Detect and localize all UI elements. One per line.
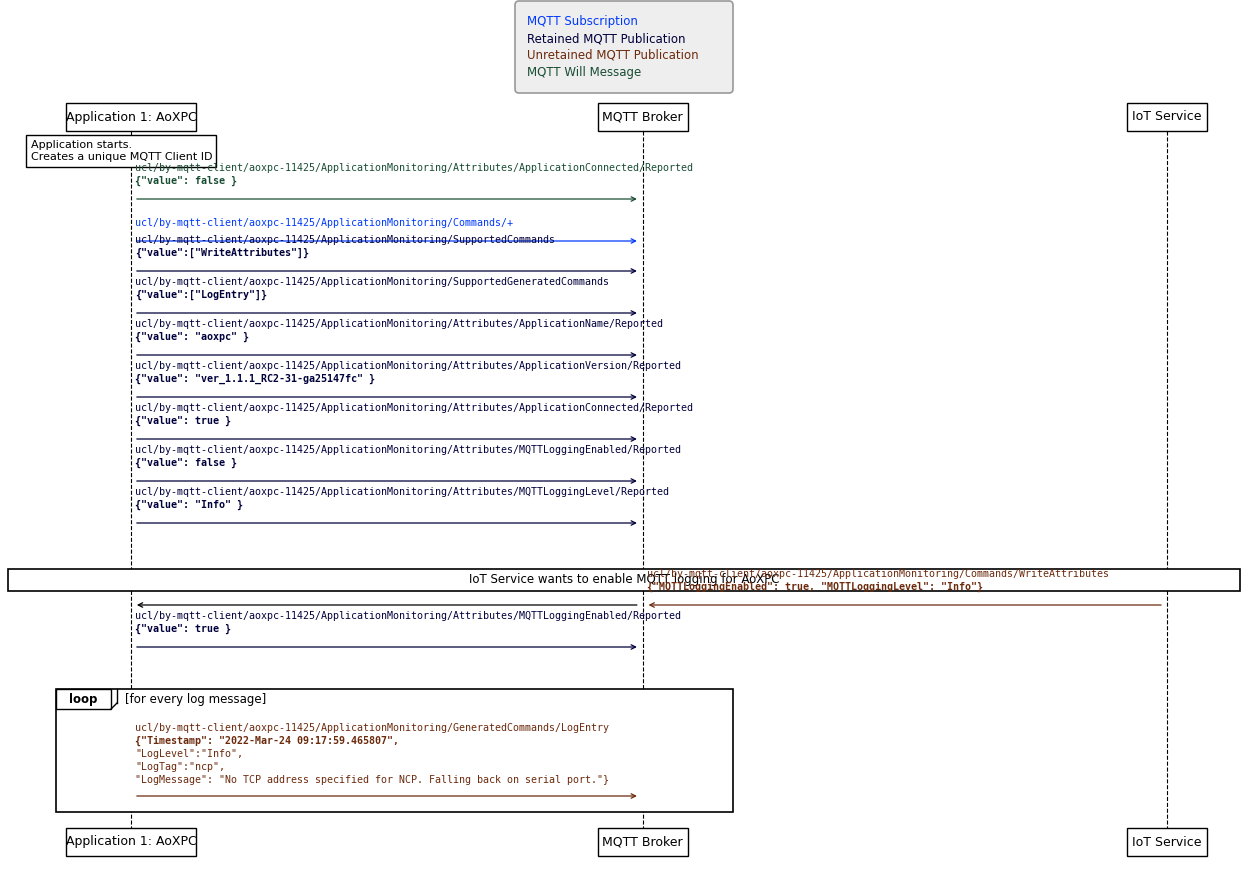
Text: "LogLevel":"Info",: "LogLevel":"Info",: [135, 749, 243, 759]
Text: {"value": false }: {"value": false }: [135, 458, 237, 468]
Text: {"value":["WriteAttributes"]}: {"value":["WriteAttributes"]}: [135, 248, 310, 258]
Text: ucl/by-mqtt-client/aoxpc-11425/ApplicationMonitoring/Attributes/MQTTLoggingEnabl: ucl/by-mqtt-client/aoxpc-11425/Applicati…: [135, 611, 681, 621]
Text: ucl/by-mqtt-client/aoxpc-11425/ApplicationMonitoring/Attributes/MQTTLoggingEnabl: ucl/by-mqtt-client/aoxpc-11425/Applicati…: [135, 445, 681, 455]
Text: {"value": "ver_1.1.1_RC2-31-ga25147fc" }: {"value": "ver_1.1.1_RC2-31-ga25147fc" }: [135, 374, 376, 384]
Text: ucl/by-mqtt-client/aoxpc-11425/ApplicationMonitoring/Commands/+: ucl/by-mqtt-client/aoxpc-11425/Applicati…: [135, 218, 513, 228]
Text: IoT Service: IoT Service: [1132, 835, 1202, 848]
Text: loop: loop: [70, 692, 97, 706]
Text: "LogTag":"ncp",: "LogTag":"ncp",: [135, 762, 225, 772]
Bar: [7, 569, 1241, 591]
Text: "LogMessage": "No TCP address specified for NCP. Falling back on serial port."}: "LogMessage": "No TCP address specified …: [135, 775, 609, 785]
Text: {"value":["LogEntry"]}: {"value":["LogEntry"]}: [135, 290, 267, 300]
Text: IoT Service wants to enable MQTT logging for AoXPC: IoT Service wants to enable MQTT logging…: [469, 573, 779, 587]
Text: ucl/by-mqtt-client/aoxpc-11425/ApplicationMonitoring/Attributes/MQTTLoggingLevel: ucl/by-mqtt-client/aoxpc-11425/Applicati…: [135, 487, 669, 497]
Text: {"value": false }: {"value": false }: [135, 176, 237, 186]
Text: MQTT Will Message: MQTT Will Message: [527, 66, 641, 79]
Bar: [1127, 103, 1207, 131]
Text: {"value": "aoxpc" }: {"value": "aoxpc" }: [135, 332, 250, 342]
Text: Retained MQTT Publication: Retained MQTT Publication: [527, 32, 685, 45]
Text: Application 1: AoXPC: Application 1: AoXPC: [66, 835, 196, 848]
Text: ucl/by-mqtt-client/aoxpc-11425/ApplicationMonitoring/Attributes/ApplicationConne: ucl/by-mqtt-client/aoxpc-11425/Applicati…: [135, 163, 693, 173]
Text: ucl/by-mqtt-client/aoxpc-11425/ApplicationMonitoring/Attributes/ApplicationVersi: ucl/by-mqtt-client/aoxpc-11425/Applicati…: [135, 361, 681, 371]
FancyBboxPatch shape: [515, 1, 733, 93]
Bar: [598, 828, 688, 856]
Bar: [66, 103, 196, 131]
Text: MQTT Broker: MQTT Broker: [603, 110, 683, 123]
Text: IoT Service: IoT Service: [1132, 110, 1202, 123]
Bar: [66, 828, 196, 856]
Text: Unretained MQTT Publication: Unretained MQTT Publication: [527, 49, 699, 62]
Bar: [56, 689, 111, 709]
Text: {"MQTTLoggingEnabled": true, "MQTTLoggingLevel": "Info"}: {"MQTTLoggingEnabled": true, "MQTTLoggin…: [646, 582, 982, 592]
Text: ucl/by-mqtt-client/aoxpc-11425/ApplicationMonitoring/SupportedCommands: ucl/by-mqtt-client/aoxpc-11425/Applicati…: [135, 235, 555, 245]
Bar: [598, 103, 688, 131]
Text: ucl/by-mqtt-client/aoxpc-11425/ApplicationMonitoring/SupportedGeneratedCommands: ucl/by-mqtt-client/aoxpc-11425/Applicati…: [135, 277, 609, 287]
Bar: [56, 689, 733, 812]
Text: Application 1: AoXPC: Application 1: AoXPC: [66, 110, 196, 123]
Bar: [26, 135, 216, 167]
Text: {"Timestamp": "2022-Mar-24 09:17:59.465807",: {"Timestamp": "2022-Mar-24 09:17:59.4658…: [135, 736, 399, 746]
Text: ucl/by-mqtt-client/aoxpc-11425/ApplicationMonitoring/GeneratedCommands/LogEntry: ucl/by-mqtt-client/aoxpc-11425/Applicati…: [135, 723, 609, 733]
Text: MQTT Subscription: MQTT Subscription: [527, 15, 638, 28]
Text: {"value": true }: {"value": true }: [135, 624, 231, 634]
Text: MQTT Broker: MQTT Broker: [603, 835, 683, 848]
Text: ucl/by-mqtt-client/aoxpc-11425/ApplicationMonitoring/Attributes/ApplicationName/: ucl/by-mqtt-client/aoxpc-11425/Applicati…: [135, 319, 663, 329]
Text: {"value": true }: {"value": true }: [135, 415, 231, 426]
Text: ucl/by-mqtt-client/aoxpc-11425/ApplicationMonitoring/Commands/WriteAttributes: ucl/by-mqtt-client/aoxpc-11425/Applicati…: [646, 569, 1108, 579]
Bar: [1127, 828, 1207, 856]
Text: [for every log message]: [for every log message]: [125, 692, 266, 706]
Text: Application starts.
Creates a unique MQTT Client ID: Application starts. Creates a unique MQT…: [31, 140, 212, 161]
Text: ucl/by-mqtt-client/aoxpc-11425/ApplicationMonitoring/Attributes/ApplicationConne: ucl/by-mqtt-client/aoxpc-11425/Applicati…: [135, 403, 693, 413]
Text: {"value": "Info" }: {"value": "Info" }: [135, 500, 243, 510]
